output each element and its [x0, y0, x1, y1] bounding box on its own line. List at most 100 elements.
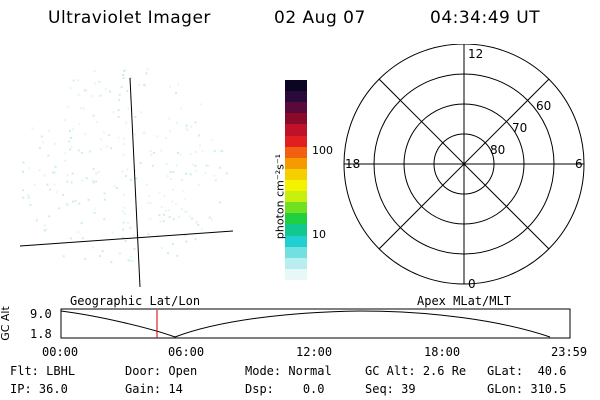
speckle: [81, 179, 84, 182]
speckle: [66, 174, 69, 177]
speckle: [195, 170, 198, 173]
speckle: [33, 183, 36, 186]
colorbar-cell: [285, 213, 307, 225]
speckle: [194, 238, 197, 241]
time-tick: 18:00: [424, 345, 461, 359]
alt-tick-min: 1.8: [30, 327, 52, 341]
speckle: [175, 92, 178, 94]
speckle: [167, 209, 170, 212]
speckle: [85, 177, 88, 180]
speckle: [100, 148, 102, 151]
speckle: [210, 138, 213, 141]
colorbar-cell: [285, 135, 307, 147]
speckle: [199, 103, 202, 106]
mlt-diagonal: [378, 78, 550, 250]
speckle: [78, 123, 81, 126]
speckle: [198, 144, 201, 147]
altitude-curve: [60, 310, 551, 338]
speckle: [150, 154, 153, 157]
colorbar-unit-label: photon cm⁻²s⁻¹: [273, 153, 287, 240]
speckle: [48, 215, 51, 218]
colorbar-cell: [285, 80, 307, 92]
speckle: [215, 178, 217, 181]
speckle: [85, 89, 88, 92]
info-ip: IP: 36.0: [10, 382, 68, 396]
speckle: [213, 150, 216, 153]
colorbar-cell: [285, 179, 307, 192]
info-glon: GLon: 310.5: [487, 382, 567, 396]
speckle: [121, 236, 124, 239]
colorbar-cell: [285, 157, 307, 169]
meridian-line: [129, 77, 141, 288]
speckle: [80, 151, 83, 154]
speckle: [68, 129, 71, 132]
observation-date: 02 Aug 07: [274, 8, 366, 28]
speckle: [94, 207, 97, 210]
speckle: [133, 248, 136, 251]
speckle: [66, 105, 69, 108]
speckle: [147, 233, 150, 236]
speckle: [43, 174, 46, 177]
colorbar: [285, 80, 307, 280]
speckle: [129, 76, 132, 79]
colorbar-cell: [285, 246, 307, 258]
speckle: [185, 240, 188, 243]
speckle: [124, 175, 127, 177]
speckle: [122, 77, 125, 80]
speckle: [28, 167, 31, 169]
speckle: [191, 217, 194, 220]
speckle: [95, 180, 98, 183]
speckle: [92, 114, 95, 117]
speckle: [129, 260, 132, 263]
colorbar-cell: [285, 91, 307, 103]
speckle: [177, 83, 180, 86]
speckle: [130, 255, 133, 258]
speckle: [92, 181, 95, 184]
speckle: [201, 150, 204, 153]
speckle: [35, 219, 38, 222]
speckle: [64, 159, 66, 162]
speckle: [149, 217, 152, 220]
speckle: [169, 170, 172, 173]
parallel-line: [19, 230, 234, 247]
speckle: [110, 147, 113, 150]
geographic-label: Geographic Lat/Lon: [70, 294, 201, 308]
speckle: [185, 127, 188, 130]
speckle: [77, 93, 80, 96]
speckle: [124, 212, 126, 215]
speckle: [145, 72, 148, 75]
speckle: [172, 171, 175, 174]
speckle: [117, 136, 120, 139]
speckle: [54, 165, 57, 168]
speckle: [191, 163, 194, 166]
speckle: [138, 84, 141, 87]
speckle: [122, 193, 125, 196]
speckle: [188, 215, 191, 218]
speckle: [43, 224, 46, 227]
speckle: [194, 164, 197, 167]
speckle: [176, 254, 179, 257]
speckle: [40, 135, 43, 138]
speckle: [46, 183, 49, 186]
speckle: [179, 107, 182, 110]
speckle: [31, 127, 34, 130]
speckle: [169, 178, 172, 180]
speckle: [185, 124, 188, 127]
speckle: [99, 94, 102, 97]
speckle: [197, 183, 200, 186]
speckle: [118, 93, 121, 96]
speckle: [38, 146, 41, 149]
speckle: [110, 261, 113, 264]
speckle: [68, 140, 71, 143]
speckle: [116, 187, 118, 189]
speckle: [69, 148, 72, 151]
speckle: [104, 87, 107, 90]
speckle: [127, 259, 130, 262]
speckle: [123, 137, 126, 140]
speckle: [94, 82, 97, 85]
speckle: [87, 198, 90, 201]
speckle: [103, 218, 106, 221]
speckle: [184, 172, 187, 175]
speckle: [95, 120, 98, 123]
speckle: [95, 172, 98, 175]
